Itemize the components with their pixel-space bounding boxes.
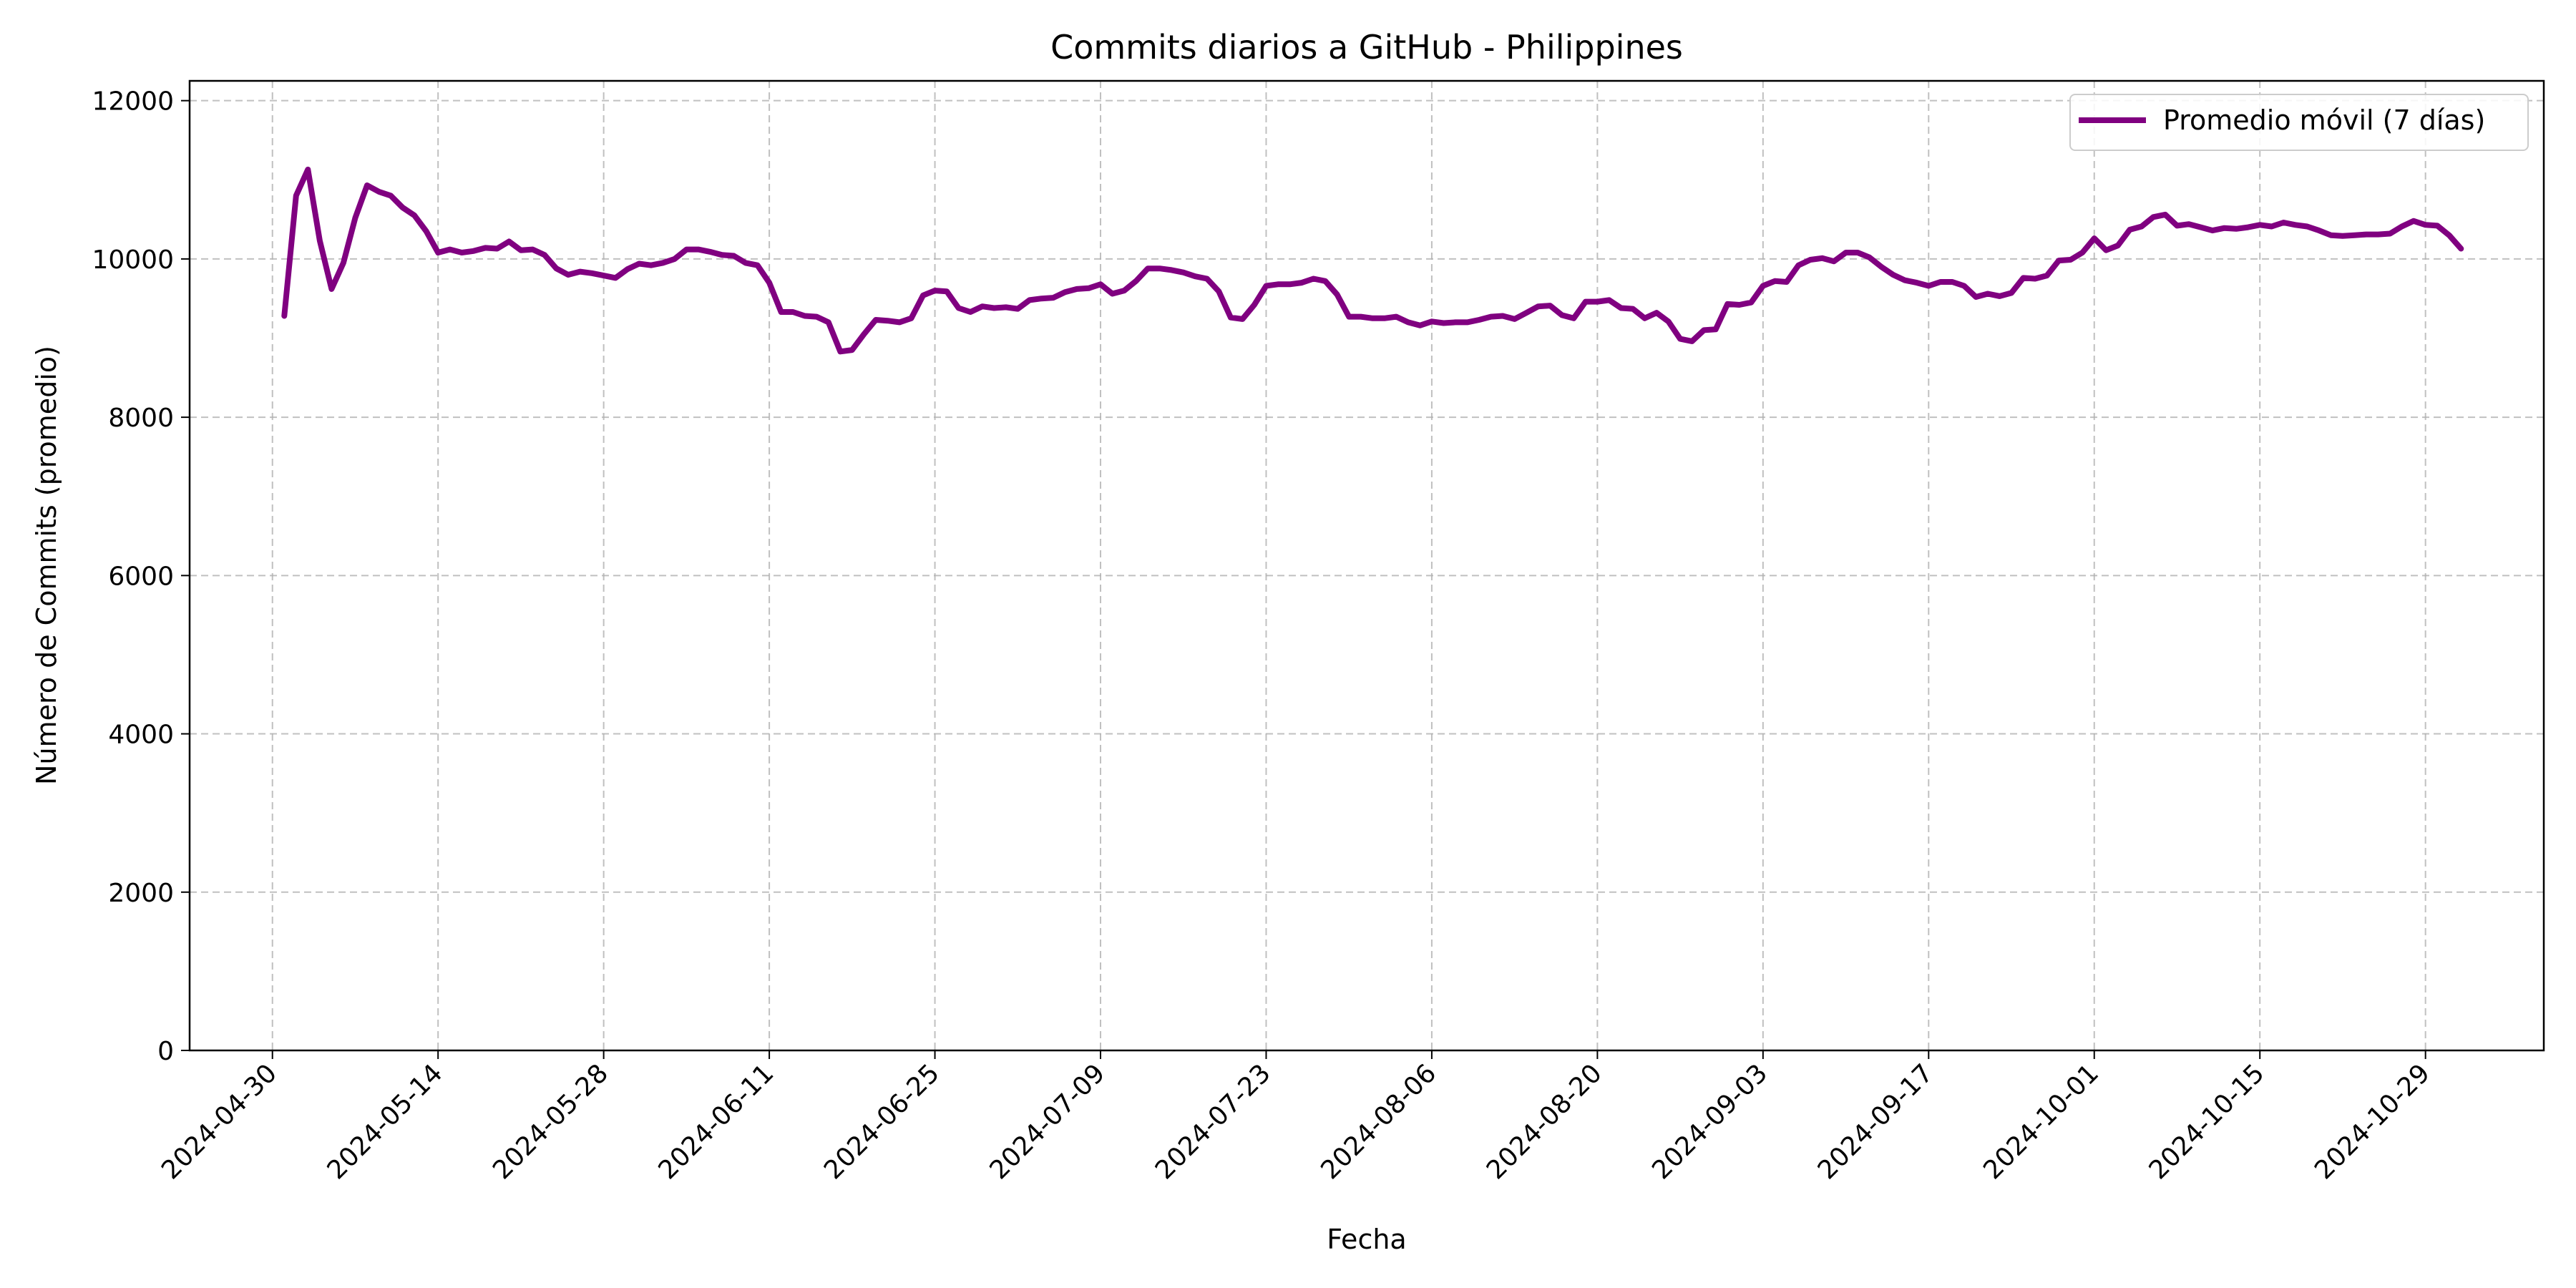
grid-lines — [190, 81, 2544, 1050]
chart-title: Commits diarios a GitHub - Philippines — [1050, 28, 1683, 67]
legend: Promedio móvil (7 días) — [2069, 94, 2529, 151]
y-tick-label: 10000 — [92, 245, 174, 275]
legend-label: Promedio móvil (7 días) — [2163, 104, 2485, 136]
series-line — [281, 166, 2464, 355]
y-tick-label: 0 — [157, 1037, 174, 1066]
plot-frame — [188, 79, 2545, 1052]
y-tick-label: 12000 — [92, 87, 174, 117]
y-tick-label: 2000 — [108, 879, 174, 908]
y-tick-label: 6000 — [108, 562, 174, 591]
y-axis: 0 2000 4000 6000 8000 10000 12000 — [92, 87, 190, 1066]
series-layer — [281, 166, 2464, 355]
y-axis-title: Número de Commits (promedio) — [31, 346, 62, 785]
y-tick-label: 8000 — [108, 404, 174, 433]
legend-box — [2069, 94, 2529, 151]
y-tick-label: 4000 — [108, 721, 174, 750]
x-axis-title: Fecha — [1327, 1224, 1406, 1255]
